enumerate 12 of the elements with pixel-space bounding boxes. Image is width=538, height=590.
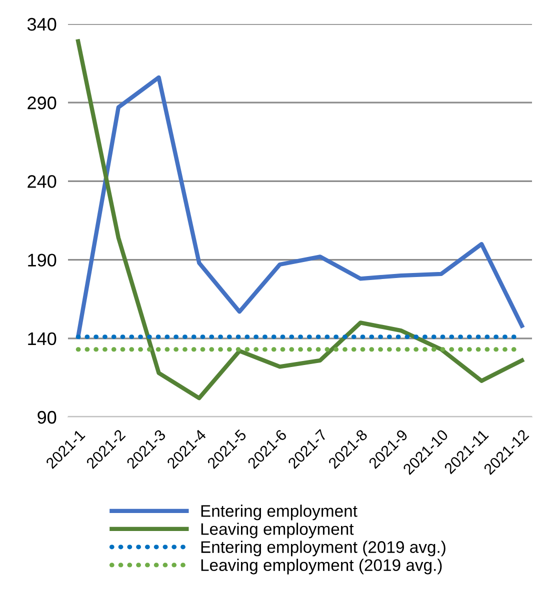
legend-label: Leaving employment (2019 avg.)	[201, 558, 442, 574]
line-series	[76, 75, 524, 339]
legend-label: Entering employment (2019 avg.)	[201, 540, 446, 556]
line-series	[76, 39, 524, 400]
y-tick-label: 340	[27, 18, 56, 31]
y-tick-label: 290	[28, 96, 56, 110]
y-tick-label: 190	[28, 254, 56, 267]
y-tick-label: 240	[28, 175, 56, 188]
legend-label: Entering employment	[201, 504, 358, 520]
y-tick-label: 140	[28, 332, 56, 346]
y-tick-label: 90	[38, 410, 56, 424]
legend-label: Leaving employment	[201, 522, 354, 538]
